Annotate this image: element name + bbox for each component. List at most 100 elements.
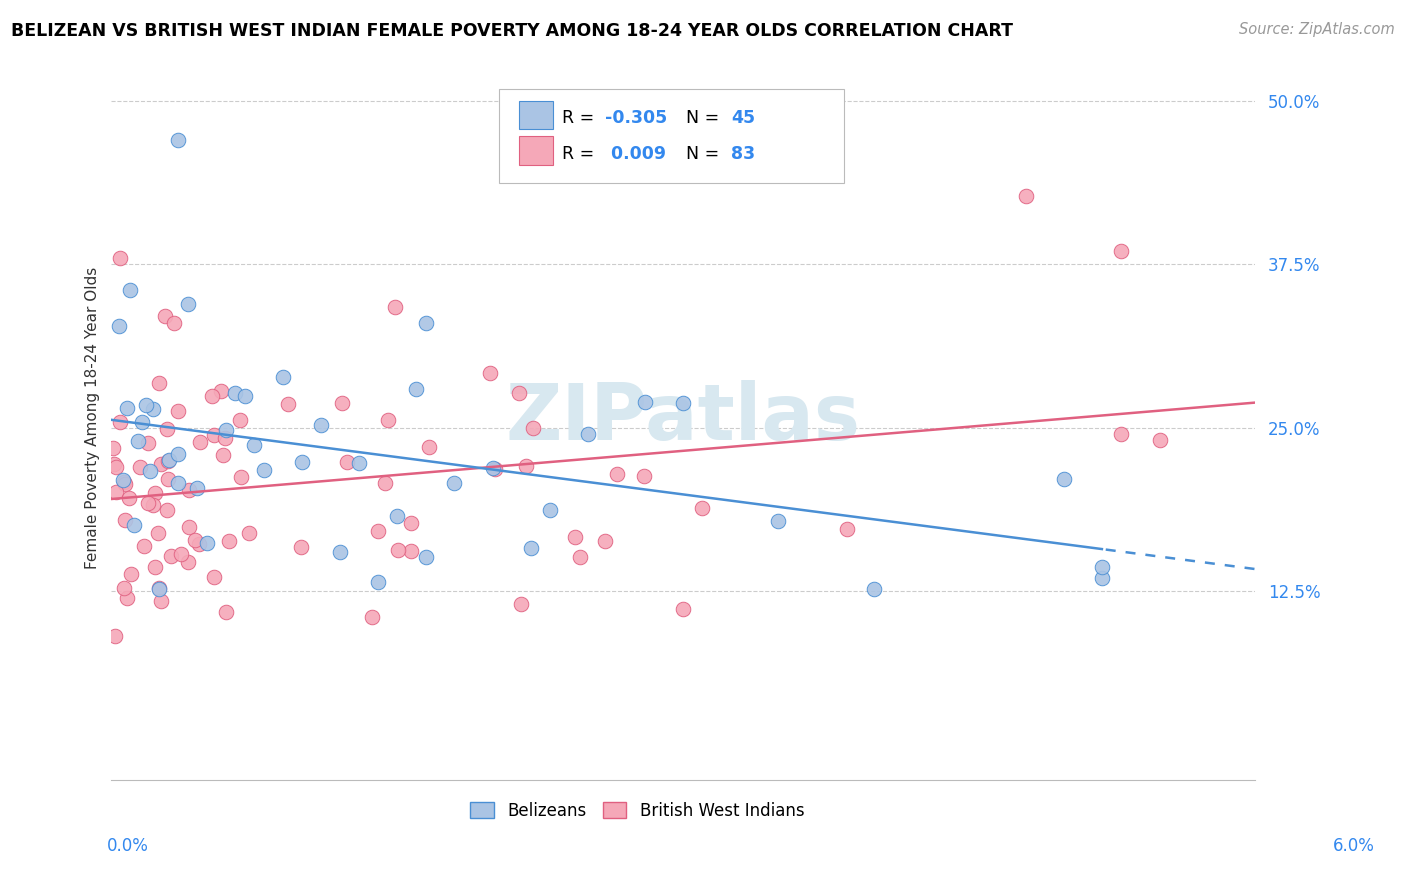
Text: BELIZEAN VS BRITISH WEST INDIAN FEMALE POVERTY AMONG 18-24 YEAR OLDS CORRELATION: BELIZEAN VS BRITISH WEST INDIAN FEMALE P… (11, 22, 1014, 40)
Point (415, 316, 437, 330)
Point (330, 396, 353, 410)
Point (184, 533, 207, 547)
Point (118, 491, 141, 505)
Point (155, 422, 177, 436)
Point (157, 454, 180, 468)
Point (672, 602, 695, 616)
Point (231, 470, 253, 484)
Point (253, 463, 276, 477)
Text: N =: N = (675, 109, 724, 127)
Point (215, 423, 238, 437)
Point (136, 435, 159, 450)
Point (374, 475, 396, 490)
Text: ZIPatlas: ZIPatlas (506, 380, 860, 456)
Point (209, 384, 232, 399)
Point (167, 447, 190, 461)
Point (134, 539, 156, 553)
Point (224, 385, 246, 400)
Point (367, 524, 389, 538)
Point (131, 416, 153, 430)
Point (515, 459, 537, 474)
Point (104, 629, 127, 643)
Point (186, 481, 208, 495)
Point (136, 496, 159, 510)
Point (508, 385, 530, 400)
Text: 0.009: 0.009 (605, 145, 665, 162)
Point (233, 388, 256, 402)
Text: R =: R = (562, 109, 600, 127)
Point (405, 382, 427, 396)
Point (105, 485, 128, 500)
Point (103, 457, 125, 471)
Point (177, 520, 200, 534)
Point (418, 440, 440, 454)
Point (128, 460, 150, 475)
Point (1149, 433, 1171, 447)
Point (201, 389, 224, 403)
Point (329, 545, 352, 559)
Point (176, 297, 198, 311)
Point (593, 533, 616, 548)
Point (135, 398, 157, 412)
Point (114, 477, 136, 491)
Point (672, 396, 695, 410)
Text: 45: 45 (731, 109, 755, 127)
Point (112, 475, 135, 490)
Point (156, 472, 179, 486)
Point (290, 540, 312, 554)
Text: Source: ZipAtlas.com: Source: ZipAtlas.com (1239, 22, 1395, 37)
Point (157, 453, 180, 467)
Point (519, 541, 541, 555)
Point (138, 464, 160, 478)
Point (148, 376, 170, 391)
Point (479, 366, 502, 380)
Point (336, 455, 359, 469)
Point (149, 594, 172, 608)
Point (1091, 571, 1114, 585)
Point (114, 513, 136, 527)
Text: N =: N = (675, 145, 724, 162)
Point (277, 397, 299, 411)
Point (484, 462, 506, 476)
Point (606, 467, 628, 481)
Point (177, 555, 200, 569)
Point (481, 460, 503, 475)
Point (401, 516, 423, 531)
Point (633, 469, 655, 483)
Point (347, 456, 370, 470)
Point (187, 537, 209, 551)
Point (291, 455, 314, 469)
Point (399, 544, 422, 558)
Point (835, 522, 858, 536)
Point (120, 567, 142, 582)
Point (115, 401, 138, 416)
Point (142, 498, 165, 512)
Point (238, 526, 260, 541)
Point (163, 316, 186, 330)
Point (124, 517, 146, 532)
Y-axis label: Female Poverty Among 18-24 Year Olds: Female Poverty Among 18-24 Year Olds (86, 267, 100, 569)
Text: 83: 83 (731, 145, 755, 162)
Point (443, 476, 465, 491)
Point (1111, 427, 1133, 442)
Point (564, 530, 586, 544)
Text: 0.0%: 0.0% (107, 837, 149, 855)
Point (195, 536, 218, 550)
Point (202, 569, 225, 583)
Point (115, 591, 138, 606)
Point (167, 404, 190, 418)
Point (112, 582, 135, 596)
Text: R =: R = (562, 145, 600, 162)
Point (167, 133, 190, 147)
Point (142, 402, 165, 417)
Text: 6.0%: 6.0% (1333, 837, 1375, 855)
Point (143, 559, 166, 574)
Point (145, 486, 167, 500)
Point (111, 473, 134, 487)
Point (576, 426, 599, 441)
Point (415, 550, 437, 565)
Text: -0.305: -0.305 (605, 109, 666, 127)
Point (156, 503, 179, 517)
Point (361, 610, 384, 624)
Point (1015, 189, 1038, 203)
